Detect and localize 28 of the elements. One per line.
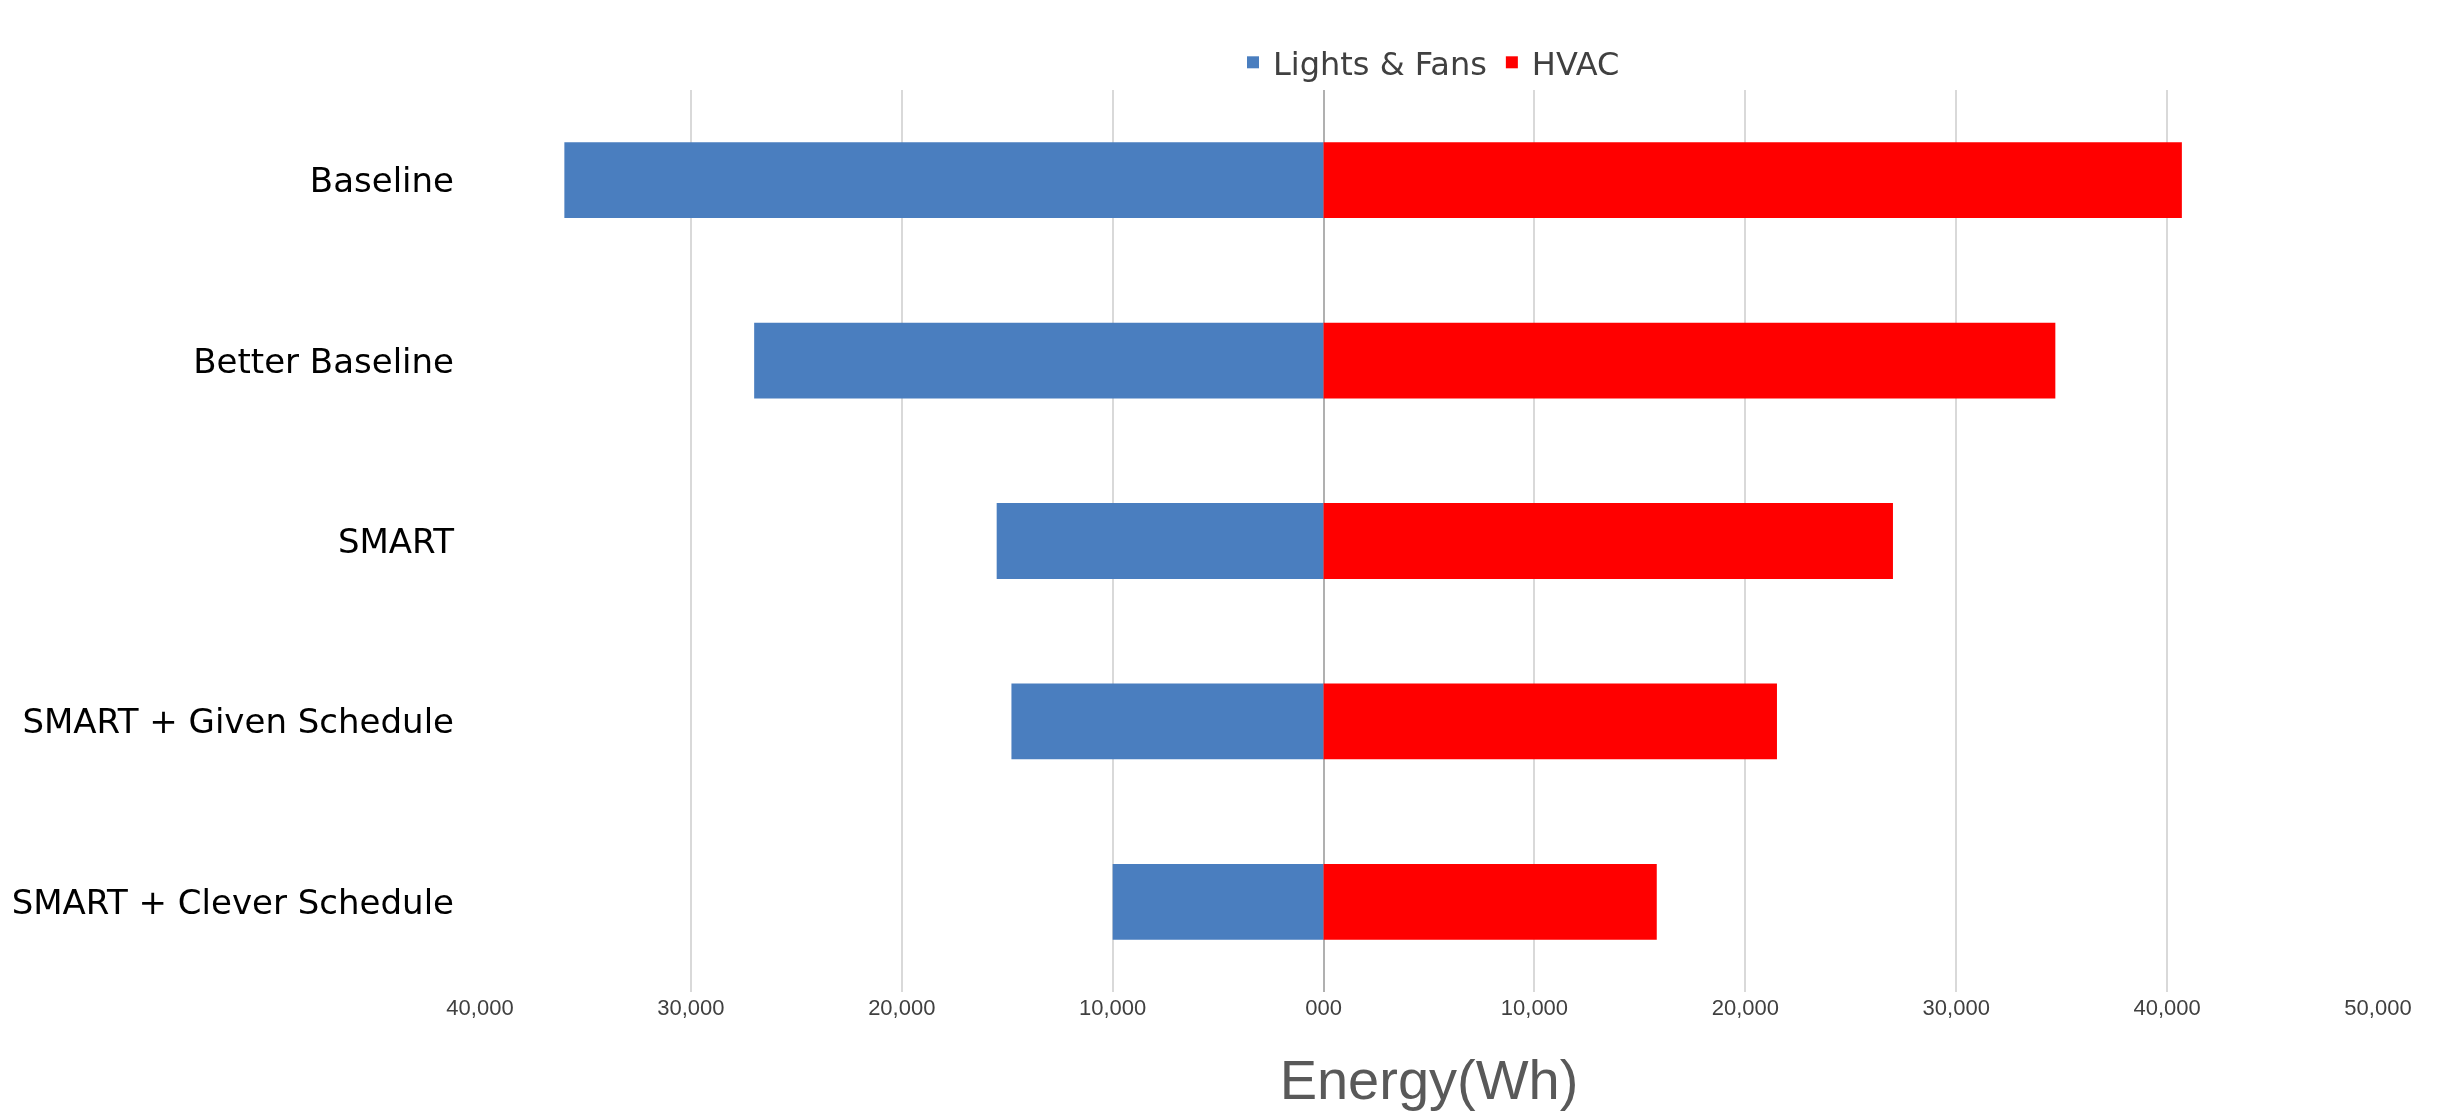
bar <box>564 142 1324 219</box>
x-tick-label: 20,000 <box>1711 995 1779 1020</box>
bar <box>996 503 1324 579</box>
legend-label: HVAC <box>1531 44 1620 83</box>
y-tick-label: Better Baseline <box>193 340 454 381</box>
bar <box>1323 322 2056 399</box>
x-tick-label: 40,000 <box>2133 995 2201 1020</box>
x-tick-label: 10,000 <box>1500 995 1569 1020</box>
bar <box>1011 683 1324 760</box>
x-tick-label: 10,000 <box>1079 995 1147 1020</box>
bar <box>1323 142 2182 219</box>
bar <box>754 322 1324 399</box>
y-tick-label: SMART <box>337 520 455 561</box>
x-tick-label: 30,000 <box>657 995 725 1020</box>
y-tick-label: Baseline <box>309 160 454 201</box>
x-tick-label: 000 <box>1305 995 1342 1020</box>
bar <box>1112 863 1324 940</box>
bar <box>1323 683 1777 760</box>
bar <box>1323 503 1893 579</box>
x-tick-label: 30,000 <box>1922 995 1990 1020</box>
y-tick-label: SMART + Clever Schedule <box>11 881 454 922</box>
x-tick-label: 50,000 <box>2344 995 2412 1020</box>
x-axis-title: Energy(Wh) <box>1279 1047 1579 1111</box>
x-tick-label: 20,000 <box>868 995 936 1020</box>
bar <box>1323 863 1657 940</box>
x-tick-label: 40,000 <box>446 995 514 1020</box>
legend-label: Lights & Fans <box>1273 44 1487 83</box>
y-tick-label: SMART + Given Schedule <box>22 701 454 742</box>
